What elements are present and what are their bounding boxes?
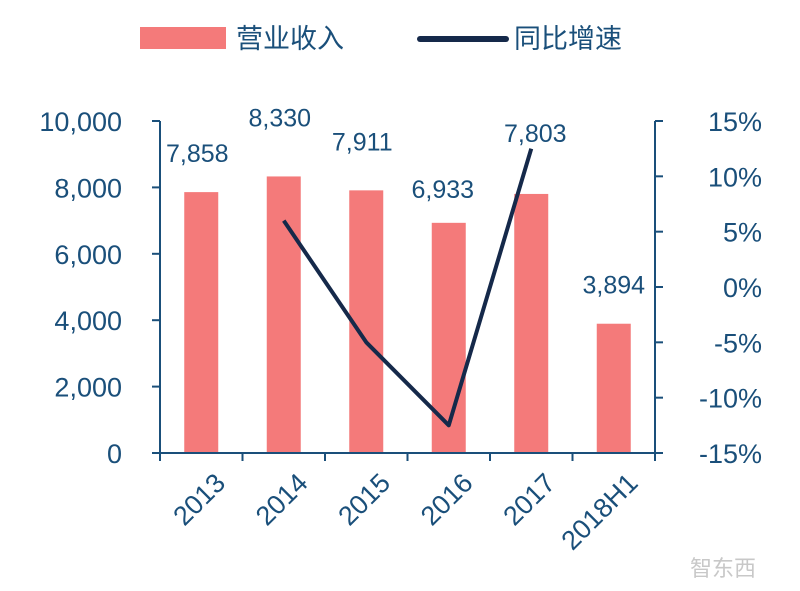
- bars-revenue: [184, 176, 631, 454]
- data-label-2018h1: 3,894: [582, 272, 645, 300]
- legend-swatch-revenue: [140, 27, 226, 49]
- legend-label-growth: 同比增速: [514, 24, 622, 55]
- y-right-tick-label: 5%: [723, 218, 762, 248]
- y-right-tick-label: 15%: [708, 107, 762, 137]
- y-right-tick-label: -10%: [699, 384, 762, 414]
- data-label-2017: 7,803: [504, 120, 567, 148]
- x-tick-label-2017: 2017: [497, 468, 561, 532]
- bar-2014: [266, 176, 301, 453]
- data-label-2016: 6,933: [411, 176, 474, 204]
- x-tick-label-2016: 2016: [415, 468, 479, 532]
- bar-2013: [184, 192, 219, 454]
- bar-data-labels: 7,858 8,330 7,911 6,933 7,803 3,894: [166, 104, 645, 299]
- bar-2018h1: [596, 323, 631, 453]
- y-axis-right-ticks: -15% -10% -5% 0% 5% 10% 15%: [655, 107, 762, 469]
- bar-2015: [349, 190, 384, 453]
- y-right-tick-label: 10%: [708, 162, 762, 192]
- x-tick-label-2015: 2015: [332, 468, 396, 532]
- x-tick-label-2014: 2014: [250, 468, 314, 532]
- x-tick-label-2018h1: 2018H1: [555, 468, 643, 556]
- y-right-tick-label: -15%: [699, 439, 762, 469]
- y-left-tick-label: 8,000: [54, 173, 122, 203]
- y-left-tick-label: 10,000: [39, 107, 122, 137]
- axes: [159, 121, 656, 454]
- y-right-tick-label: 0%: [723, 273, 762, 303]
- watermark-text: 智东西: [690, 557, 756, 582]
- legend: 营业收入 同比增速: [140, 24, 622, 55]
- y-axis-left-ticks: 0 2,000 4,000 6,000 8,000 10,000: [39, 107, 160, 469]
- y-right-tick-label: -5%: [714, 328, 762, 358]
- bar-2017: [514, 193, 549, 453]
- legend-label-revenue: 营业收入: [236, 24, 344, 55]
- y-left-tick-label: 4,000: [54, 306, 122, 336]
- y-left-tick-label: 0: [107, 439, 122, 469]
- x-tick-label-2013: 2013: [167, 468, 231, 532]
- data-label-2014: 8,330: [248, 104, 311, 132]
- y-left-tick-label: 2,000: [54, 373, 122, 403]
- data-label-2013: 7,858: [166, 140, 229, 168]
- series-line-growth: [282, 148, 534, 428]
- y-left-tick-label: 6,000: [54, 240, 122, 270]
- data-label-2015: 7,911: [332, 128, 393, 156]
